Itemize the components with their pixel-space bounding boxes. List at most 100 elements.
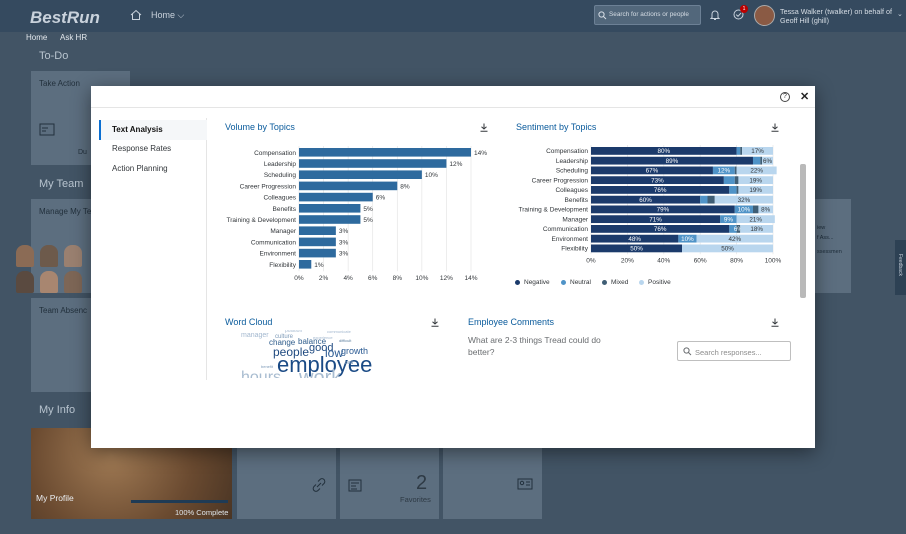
data-label: 8% [761,207,771,214]
download-icon[interactable] [771,123,779,132]
assessment-tile[interactable]: iew f Ass... ssessmen [815,199,851,293]
bar-segment-neutral [736,147,741,155]
x-tick-label: 10% [415,275,428,282]
word-cloud-word[interactable]: position [285,330,303,334]
x-tick-label: 0% [294,275,304,282]
data-label: 79% [657,207,670,214]
bar-segment-positive [736,215,775,224]
word-cloud-word[interactable]: manager [241,332,269,339]
bar [299,260,312,269]
category-label: Environment [552,236,589,243]
legend-item: Neutral [561,279,591,286]
data-label: 6% [763,158,773,165]
word-cloud-word[interactable]: difficult [339,338,352,343]
home-icon[interactable] [130,9,142,21]
bar-segment-neutral [700,195,708,204]
bar-segment-neutral [723,176,735,185]
x-tick-label: 14% [464,275,477,282]
bar [299,215,361,224]
bar-segment-neutral [729,225,737,233]
legend-item: Negative [515,279,550,286]
bar-segment-neutral [734,205,753,214]
chevron-down-icon[interactable]: ⌄ [897,11,903,18]
section-todo: To-Do [39,50,69,62]
bar-segment-positive [682,244,773,253]
data-label: 32% [738,197,751,204]
panel-scrollbar[interactable] [800,164,806,298]
word-cloud-word[interactable]: good [309,342,334,354]
links-tile[interactable] [237,448,336,519]
id-card-icon [517,478,533,490]
close-icon[interactable]: ✕ [800,91,810,103]
download-icon[interactable] [431,318,439,327]
word-cloud-word[interactable]: benefit [261,364,274,369]
x-tick-label: 6% [368,275,378,282]
tile-title: Team Absenc [39,306,88,315]
nav-response-rates[interactable]: Response Rates [112,144,172,153]
bar [299,248,336,258]
word-cloud-word[interactable]: bad [345,360,354,366]
bar [299,226,336,235]
category-label: Benefits [273,206,297,213]
x-tick-label: 4% [343,275,353,282]
bar-segment-positive [742,147,773,155]
bell-icon[interactable] [710,9,720,21]
subnav-ask-hr[interactable]: Ask HR [60,33,88,42]
dialog-side-nav: Text Analysis Response Rates Action Plan… [99,118,207,380]
bar-segment-negative [591,166,713,175]
search-responses-input[interactable]: Search responses... [677,341,791,361]
id-card-tile[interactable] [443,448,542,519]
help-icon[interactable]: ? [780,92,790,102]
home-menu[interactable]: Home ⌵ [151,10,185,20]
word-cloud-word[interactable]: experience [313,335,333,340]
user-avatar[interactable] [754,5,775,26]
user-name[interactable]: Tessa Walker (twalker) on behalf of Geof… [780,7,892,25]
nav-text-analysis[interactable]: Text Analysis [99,120,207,140]
data-label: 21% [749,216,762,223]
word-cloud-word[interactable]: balance [298,337,327,346]
word-cloud-word[interactable]: communicate [327,330,351,334]
bar-segment-neutral [678,234,697,243]
tasks-icon[interactable] [733,9,744,20]
x-tick-label: 60% [694,257,707,264]
data-label: 17% [751,148,764,155]
bar-segment-negative [591,244,682,253]
data-label: 89% [666,158,679,165]
section-my-team: My Team [39,178,84,190]
bar [299,204,361,213]
download-icon[interactable] [771,318,779,327]
shell-search-input[interactable]: Search for actions or people [594,5,701,25]
data-label: 5% [363,206,373,213]
word-cloud-word[interactable]: hours [241,369,282,379]
subnav-home[interactable]: Home [26,33,48,42]
bar-segment-positive [738,186,773,194]
word-cloud-word[interactable]: change [269,338,296,347]
bar [299,170,422,179]
data-label: 5% [363,217,373,224]
data-label: 10% [738,207,751,214]
bar-segment-mixed [752,205,759,214]
favorites-tile[interactable] [340,448,439,519]
category-label: Environment [260,251,297,258]
word-cloud-word[interactable]: work [299,367,342,378]
tile-title: My Profile [36,493,74,503]
nav-action-planning[interactable]: Action Planning [112,164,168,173]
data-label: 10% [681,236,694,243]
word-cloud-word[interactable]: culture [275,334,294,340]
bar-segment-positive [714,195,773,204]
feedback-side-tab[interactable]: Feedback [895,240,906,295]
category-label: Career Progression [240,183,297,190]
bar-segment-positive [740,225,773,233]
bar-segment-mixed [734,176,739,185]
company-logo[interactable]: BestRun [30,8,100,27]
profile-complete-label: 100% Complete [175,508,229,517]
tile-title: Take Action [39,79,80,88]
word-cloud-word[interactable]: growth [341,346,369,356]
shell-bar: BestRun Home ⌵ Search for actions or peo… [0,0,906,32]
word-cloud-word[interactable]: employee [277,352,373,377]
dialog-header: ? ✕ [91,86,815,108]
download-icon[interactable] [480,123,488,132]
word-cloud-word[interactable]: low [325,346,344,360]
data-label: 8% [400,183,410,190]
word-cloud-word[interactable]: people [273,345,310,359]
